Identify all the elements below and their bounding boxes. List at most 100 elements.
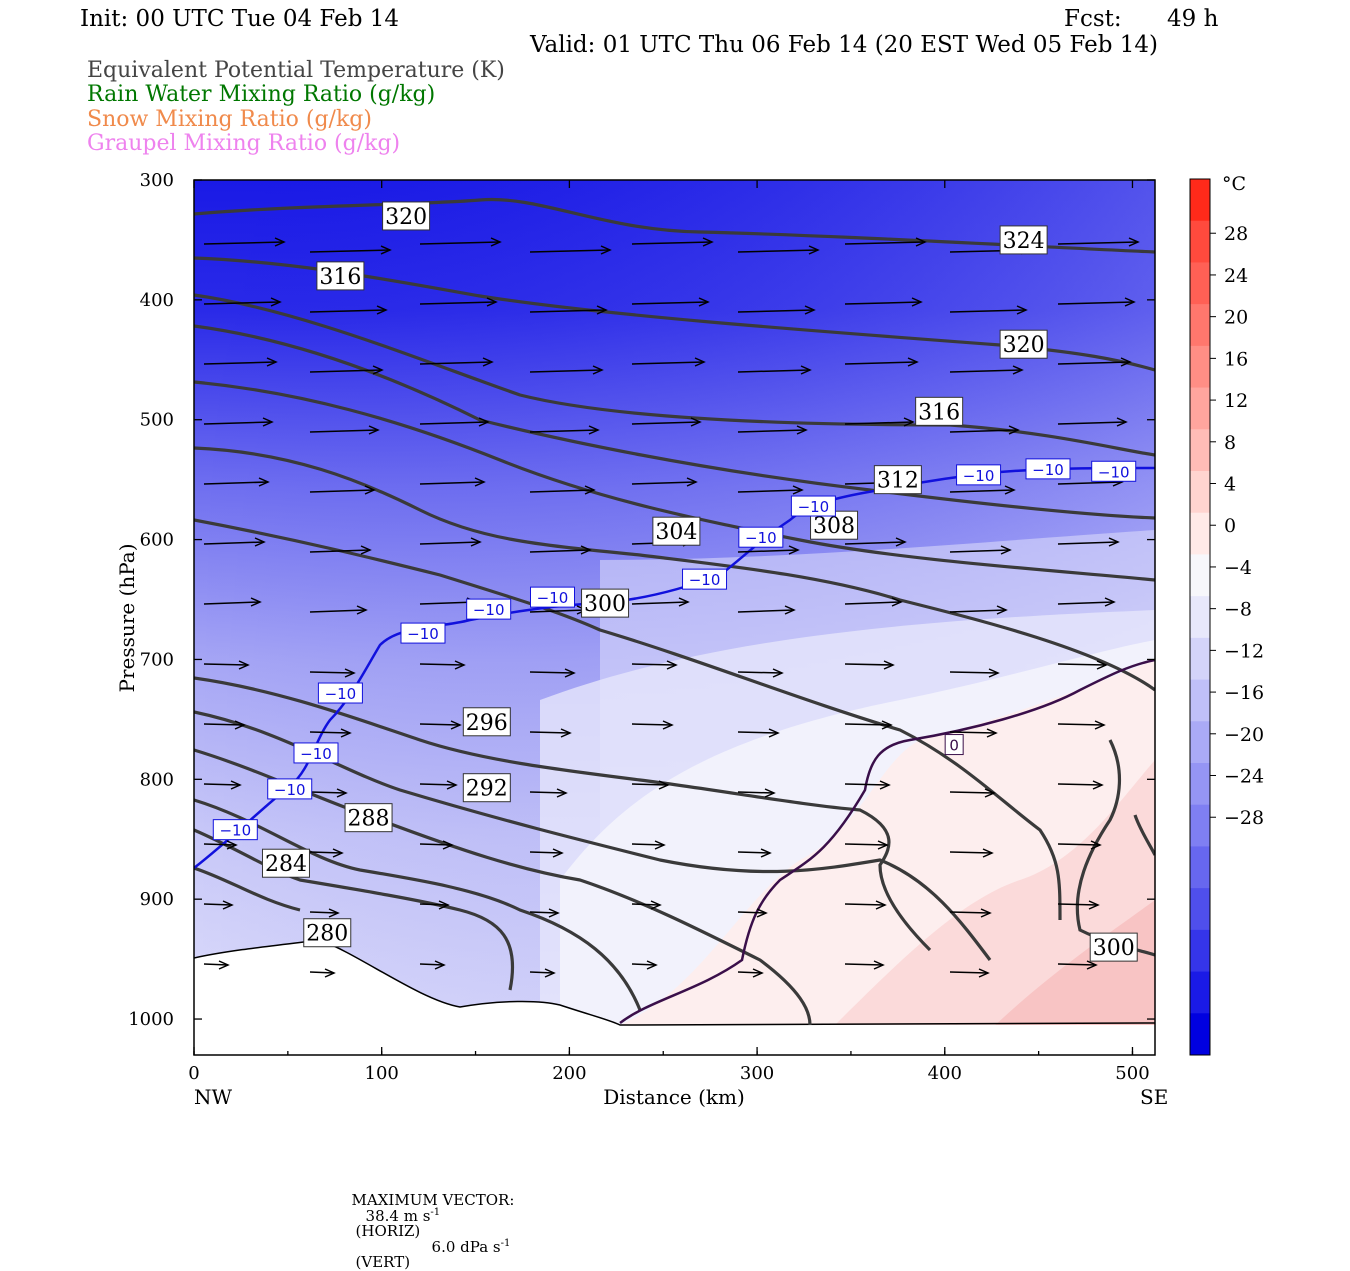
wind-vector xyxy=(844,237,927,247)
temperature-label-box xyxy=(267,778,313,800)
colorbar-swatch xyxy=(1190,804,1210,847)
wind-vector xyxy=(203,960,230,970)
vert-unit-exponent: -1 xyxy=(500,1238,511,1249)
temperature-label-box xyxy=(1025,458,1071,480)
temperature-label-text: −10 xyxy=(407,625,439,643)
temperature-label-box xyxy=(956,464,1002,486)
axis-ticks xyxy=(193,179,1155,1055)
temperature-labels: −10 −10 −10 −10 −10 −10 −10 −10 −10 −10 −10 −10 −10 0 xyxy=(212,458,1137,841)
temperature-label-box xyxy=(944,734,964,756)
y-tick-label: 400 xyxy=(140,290,174,311)
colorbar-swatch xyxy=(1190,721,1210,764)
colorbar-swatch xyxy=(1190,220,1210,263)
colorbar-tick-label: −24 xyxy=(1224,766,1264,788)
wind-vector xyxy=(949,365,1024,375)
x-tick-label: 500 xyxy=(1115,1063,1149,1084)
wind-vector xyxy=(737,788,776,798)
wind-vector xyxy=(203,660,250,670)
wind-vector xyxy=(844,357,919,367)
temperature-label: −10 xyxy=(293,742,339,764)
theta-e-label-box xyxy=(382,201,431,231)
theta-e-label: 320 xyxy=(999,329,1048,359)
wind-vector xyxy=(529,908,560,918)
colorbar-frame xyxy=(1189,178,1211,1056)
horiz-tag: (HORIZ) xyxy=(355,1222,421,1240)
colorbar-tick-label: 8 xyxy=(1224,432,1236,454)
y-tick-label: 300 xyxy=(140,170,174,191)
vert-max-value: 6.0 dPa s xyxy=(431,1238,501,1256)
wind-vector xyxy=(737,485,804,495)
wind-vector xyxy=(309,788,348,798)
theta-e-label-text: 316 xyxy=(319,265,361,290)
temperature-label-box xyxy=(400,622,446,644)
wind-vector xyxy=(309,605,368,615)
wind-vector xyxy=(844,537,907,547)
wind-vector xyxy=(419,477,486,487)
wind-vector xyxy=(1057,237,1140,247)
wind-vector xyxy=(631,840,666,850)
colorbar-swatch xyxy=(1190,304,1210,347)
theta-e-label: 320 xyxy=(382,201,431,231)
colorbar-swatch xyxy=(1190,554,1210,597)
x-endpoint-nw: NW xyxy=(194,1085,233,1109)
colorbar-swatch xyxy=(1190,846,1210,889)
y-tick-label: 600 xyxy=(140,530,174,551)
temperature-label-text: −10 xyxy=(745,529,777,547)
colorbar-tick-label: 0 xyxy=(1224,515,1236,537)
wind-vector xyxy=(529,788,568,798)
temperature-label: −10 xyxy=(317,682,363,704)
temperature-label: −10 xyxy=(400,622,446,644)
wind-vector xyxy=(309,545,372,555)
legend-graupel: Graupel Mixing Ratio (g/kg) xyxy=(87,131,401,156)
wind-vector xyxy=(949,605,1008,615)
theta-e-label: 316 xyxy=(915,396,964,426)
wind-vector xyxy=(737,605,796,615)
wind-vector xyxy=(309,728,352,738)
wind-vector xyxy=(309,848,344,858)
wind-vector xyxy=(949,425,1020,435)
wind-vector xyxy=(203,840,238,850)
theta-e-label: 284 xyxy=(261,848,310,878)
wind-vector xyxy=(419,357,494,367)
theta-e-label-box xyxy=(915,396,964,426)
wind-vector xyxy=(529,245,612,255)
y-tick-label: 900 xyxy=(140,889,174,910)
temperature-label-box xyxy=(682,568,728,590)
theta-e-label: 280 xyxy=(303,918,352,948)
theta-e-label-text: 308 xyxy=(813,514,855,539)
colorbar-swatch xyxy=(1190,512,1210,555)
wind-vector xyxy=(844,840,889,850)
init-time: Init: 00 UTC Tue 04 Feb 14 xyxy=(80,6,400,32)
wind-vector xyxy=(529,728,572,738)
wind-vector xyxy=(419,720,462,730)
wind-vector xyxy=(737,365,812,375)
forecast-label: Fcst: xyxy=(1064,6,1122,32)
legend-theta-e: Equivalent Potential Temperature (K) xyxy=(87,58,505,83)
temperature-label-text: −10 xyxy=(1098,463,1130,481)
wind-vectors xyxy=(203,237,1140,978)
theta-e-label: 288 xyxy=(344,803,393,833)
temperature-label-box xyxy=(212,819,258,841)
theta-e-label-box xyxy=(316,261,365,291)
temperature-label: −10 xyxy=(1025,458,1071,480)
temperature-label-text: −10 xyxy=(798,498,830,516)
wind-vector xyxy=(419,900,450,910)
theta-e-label-box xyxy=(1089,932,1138,962)
colorbar-swatch xyxy=(1190,345,1210,389)
temperature-label: −10 xyxy=(212,819,258,841)
wind-vector xyxy=(844,900,887,910)
theta-e-label-text: 296 xyxy=(466,711,508,736)
temperature-label: −10 xyxy=(682,568,728,590)
wind-vector xyxy=(529,545,592,555)
y-tick-label: 700 xyxy=(140,649,174,670)
axis-tick-labels: 0 100 200 300 400 500 300 400 500 600 700 800 900 100… xyxy=(128,170,1149,1084)
colorbar-tick-label: 20 xyxy=(1224,307,1248,329)
temperature-label-box xyxy=(738,526,784,548)
temperature-label-text: −10 xyxy=(689,571,721,589)
theta-e-label-box xyxy=(261,848,310,878)
wind-vector xyxy=(949,668,1000,678)
colorbar-tick-label: −8 xyxy=(1224,599,1252,621)
temperature-label-box xyxy=(790,495,836,517)
wind-vector xyxy=(737,728,780,738)
colorbar-tick-label: 16 xyxy=(1224,348,1248,370)
